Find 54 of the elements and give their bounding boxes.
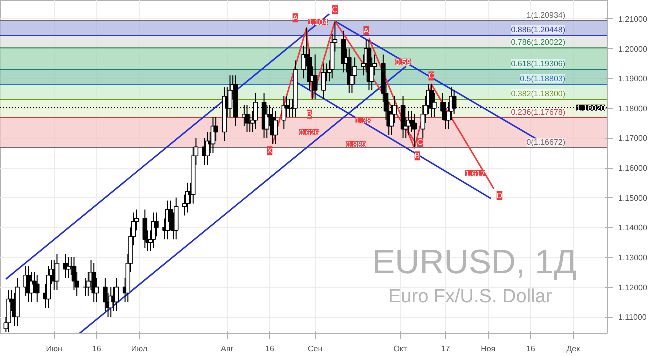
annotation: 1.38 bbox=[356, 116, 372, 126]
y-tick-label: 1.13000 bbox=[618, 253, 648, 262]
candlestick bbox=[154, 212, 159, 238]
y-tick-label: 1.19000 bbox=[618, 74, 648, 84]
annotation: 0.59 bbox=[395, 58, 412, 67]
ref-line-label: 1.18020 bbox=[576, 104, 606, 113]
annotation: C bbox=[332, 6, 338, 15]
ref-line-label: 0.618(1.19306) bbox=[511, 59, 566, 68]
annotation: 1.617 bbox=[465, 170, 486, 178]
annotation: 0.889 bbox=[346, 140, 368, 150]
x-tick-label: Авг bbox=[221, 344, 234, 354]
ref-line-label: 1(1.20934) bbox=[526, 10, 566, 20]
y-tick-label: 1.14000 bbox=[618, 224, 648, 233]
y-tick-label: 1.11000 bbox=[618, 313, 648, 322]
ref-line-label: 0.786(1.20022) bbox=[511, 38, 566, 48]
candlestick bbox=[284, 96, 290, 118]
text: EURUSD, 1Д bbox=[372, 244, 577, 282]
y-tick-label: 1.12000 bbox=[618, 283, 648, 292]
candlestick bbox=[54, 254, 60, 291]
x-tick-label: 16 bbox=[526, 344, 536, 354]
ref-line-label: 0.382(1.18300) bbox=[511, 89, 566, 98]
ref-line-label: 0.236(1.17678) bbox=[511, 108, 566, 118]
annotation: B bbox=[307, 110, 312, 119]
annotation: C bbox=[417, 138, 424, 148]
y-tick-label: 1.17000 bbox=[618, 134, 648, 144]
x-tick-label: Окт bbox=[394, 344, 408, 354]
x-tick-label: 16 bbox=[92, 344, 102, 354]
x-tick-label: 17 bbox=[441, 344, 451, 354]
annotation: B bbox=[414, 152, 420, 161]
annotation: C bbox=[428, 72, 435, 81]
ref-line-label: 0.886(1.20448) bbox=[511, 25, 566, 34]
y-tick-label: 1.16000 bbox=[618, 164, 648, 174]
annotation: A bbox=[364, 26, 370, 36]
y-tick-label: 1.21000 bbox=[618, 14, 648, 24]
x-tick-label: Июл bbox=[131, 344, 148, 354]
ref-line-label: 0(1.16672) bbox=[526, 138, 566, 148]
annotation: D bbox=[496, 191, 503, 200]
text: Euro Fx/U.S. Dollar bbox=[388, 286, 553, 308]
annotation: X bbox=[267, 146, 274, 156]
annotation: 0.626 bbox=[299, 128, 320, 138]
x-tick-label: 16 bbox=[266, 344, 275, 354]
x-tick-label: Сен bbox=[308, 344, 323, 354]
y-tick-label: 1.18000 bbox=[618, 104, 648, 114]
ref-line-label: 0.5(1.18803) bbox=[520, 74, 566, 84]
annotation: 1.104 bbox=[308, 18, 329, 27]
candlestick bbox=[214, 116, 218, 142]
candlestick bbox=[142, 209, 148, 250]
candlestick bbox=[6, 290, 12, 333]
x-tick-label: Ноя bbox=[481, 344, 496, 354]
candlestick bbox=[273, 110, 278, 145]
x-tick-label: Июн bbox=[46, 344, 62, 354]
y-tick-label: 1.20000 bbox=[618, 44, 648, 54]
x-tick-label: Дек bbox=[566, 344, 581, 354]
y-tick-label: 1.15000 bbox=[618, 194, 648, 203]
